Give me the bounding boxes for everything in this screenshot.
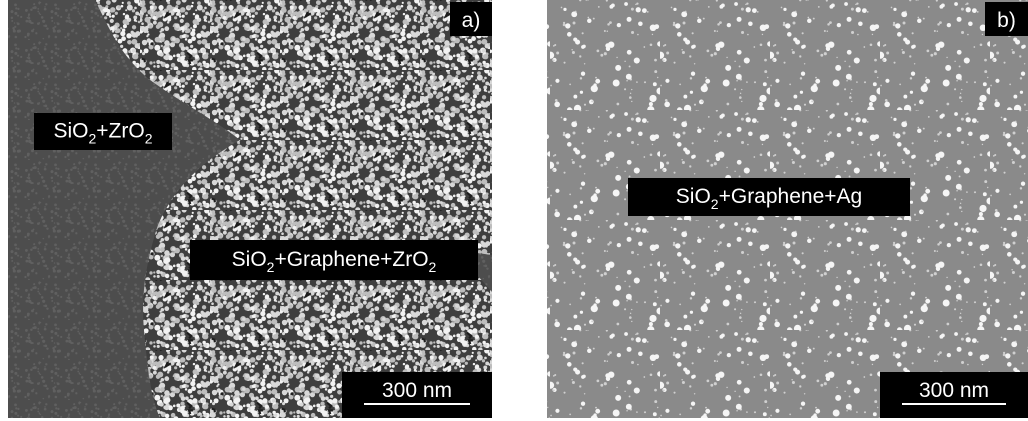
panel-a-image (8, 0, 492, 418)
subscript: 2 (89, 131, 97, 147)
label-text: SiO (53, 120, 88, 143)
subscript: 2 (711, 196, 719, 212)
figure: a)SiO2+ZrO2SiO2+Graphene+ZrO2300 nmb)SiO… (0, 0, 1028, 421)
subscript: 2 (267, 259, 275, 275)
label-text: SiO (232, 248, 267, 271)
region-label: SiO2+ZrO2 (53, 120, 152, 147)
subscript: 2 (145, 131, 153, 147)
panel-tag: a) (462, 9, 481, 32)
scale-bar-label: 300 nm (919, 379, 989, 402)
region-label: SiO2+Graphene+Ag (676, 185, 862, 212)
scale-bar-label: 300 nm (382, 379, 452, 402)
label-text: +Graphene+Ag (719, 185, 863, 208)
label-text: +Graphene+ZrO (274, 248, 428, 271)
panel-tag: b) (997, 9, 1016, 32)
subscript: 2 (429, 259, 437, 275)
label-text: +ZrO (96, 120, 144, 143)
label-text: SiO (676, 185, 711, 208)
region-label: SiO2+Graphene+ZrO2 (232, 248, 437, 275)
